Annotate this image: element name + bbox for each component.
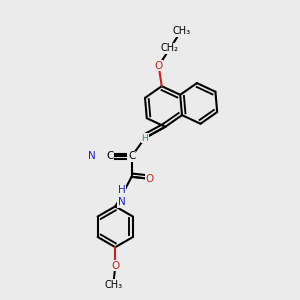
Text: C: C	[128, 152, 135, 161]
Text: CH₂: CH₂	[161, 44, 179, 53]
Text: CH₃: CH₃	[104, 280, 122, 290]
Text: H
N: H N	[118, 185, 125, 207]
Text: H: H	[142, 134, 148, 142]
Text: O: O	[154, 61, 163, 71]
Text: C: C	[106, 152, 114, 161]
Text: N: N	[88, 152, 96, 161]
Text: O: O	[111, 261, 119, 271]
Text: O: O	[146, 174, 154, 184]
Text: CH₃: CH₃	[172, 26, 190, 36]
